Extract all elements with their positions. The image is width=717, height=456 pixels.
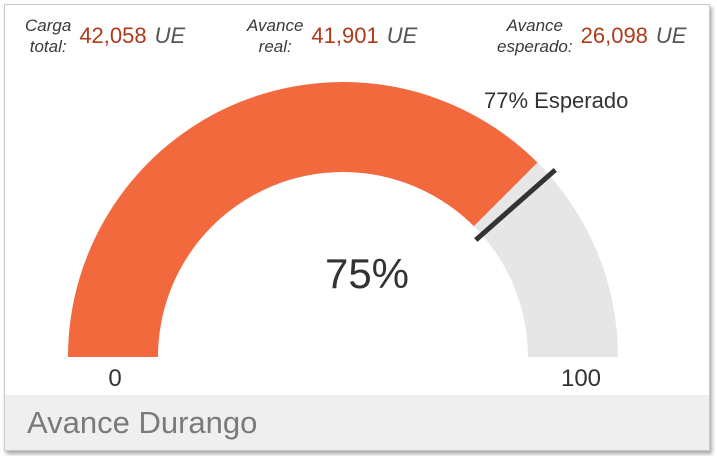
gauge-value-label: 75% — [325, 250, 409, 297]
card-title: Avance Durango — [27, 405, 258, 440]
stat-carga-total: Carga total: 42,058 UE — [25, 15, 185, 57]
stat-label-line1: Avance — [247, 16, 304, 35]
stat-value: 41,901 — [311, 23, 379, 48]
stat-avance-esperado: Avance esperado: 26,098 UE — [497, 15, 686, 57]
expected-label: 77% Esperado — [484, 88, 628, 113]
stat-label-line2: real: — [258, 37, 292, 56]
stat-unit: UE — [154, 23, 186, 48]
stat-label: Carga total: — [25, 15, 71, 57]
stat-label-line2: total: — [29, 37, 67, 56]
stat-label: Avance real: — [247, 15, 303, 57]
gauge-min-label: 0 — [108, 365, 121, 392]
stat-label-line1: Carga — [25, 16, 72, 35]
stat-value: 42,058 — [79, 23, 147, 48]
card-footer: Avance Durango — [5, 395, 709, 450]
stat-label-line2: esperado: — [497, 37, 573, 56]
gauge-card: Carga total: 42,058 UE Avance real: 41,9… — [4, 4, 710, 451]
stat-unit: UE — [655, 23, 687, 48]
gauge-chart: 77% Esperado 75% 0 100 — [68, 82, 628, 392]
stat-label-line1: Avance — [506, 16, 564, 35]
stat-unit: UE — [386, 23, 418, 48]
expected-marker — [474, 167, 557, 242]
stat-avance-real: Avance real: 41,901 UE — [247, 15, 417, 57]
gauge-fill — [68, 82, 538, 357]
gauge-max-label: 100 — [561, 365, 601, 392]
stat-value: 26,098 — [580, 23, 648, 48]
stat-label: Avance esperado: — [497, 15, 573, 57]
